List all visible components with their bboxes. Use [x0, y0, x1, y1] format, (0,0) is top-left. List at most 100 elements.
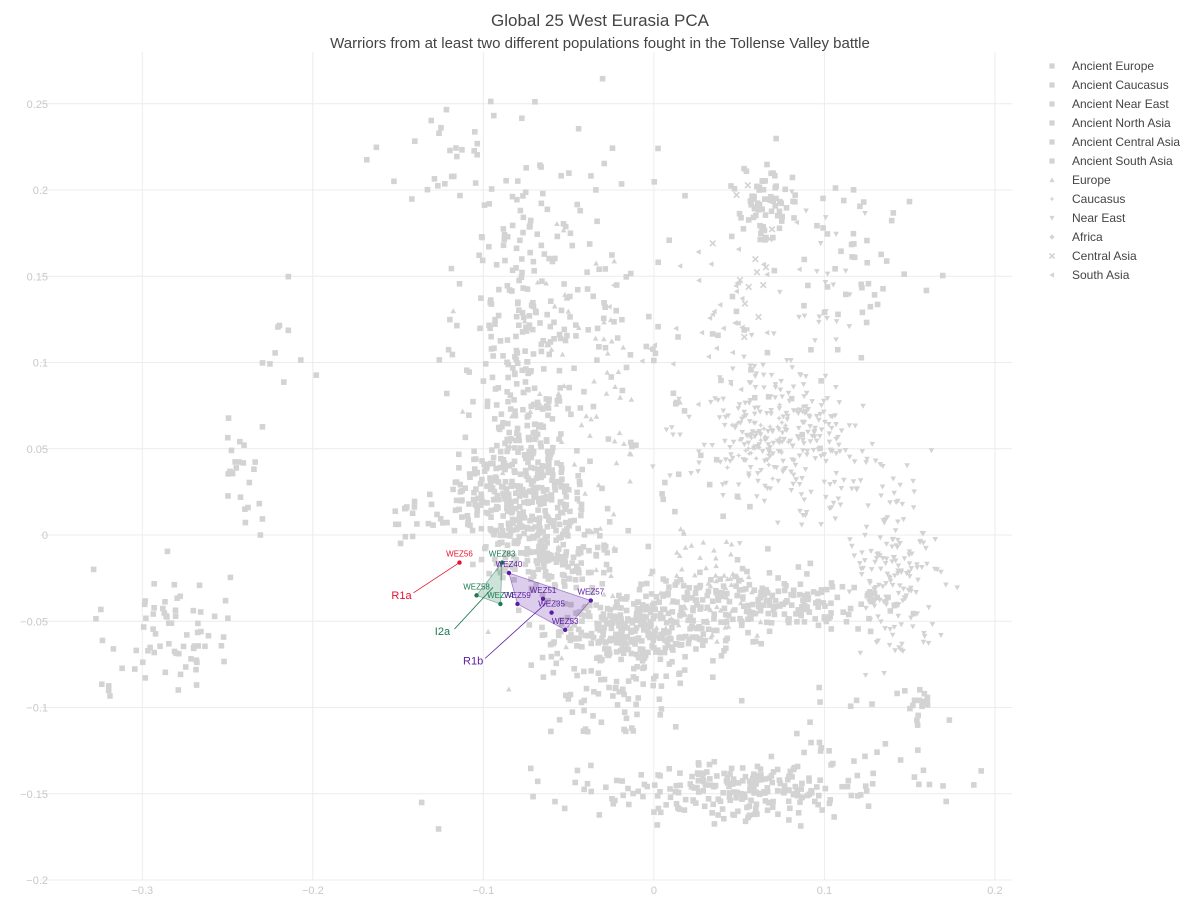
reference-point — [528, 444, 535, 451]
reference-point — [297, 357, 304, 363]
reference-point — [917, 539, 923, 545]
reference-point — [753, 431, 760, 438]
reference-point — [900, 586, 907, 592]
reference-point — [756, 790, 763, 797]
reference-point — [747, 465, 754, 471]
reference-point — [484, 404, 491, 410]
reference-point — [775, 448, 782, 454]
reference-point — [514, 425, 521, 432]
legend-item[interactable]: Ancient Central Asia — [1049, 135, 1180, 149]
legend-item[interactable]: Ancient Europe — [1049, 59, 1154, 73]
reference-point — [535, 459, 541, 466]
reference-point — [530, 450, 536, 457]
reference-point — [677, 577, 684, 583]
reference-point — [690, 607, 696, 614]
reference-point — [761, 498, 768, 504]
reference-point — [505, 398, 511, 405]
reference-point — [876, 597, 883, 603]
legend-item[interactable]: Africa — [1049, 230, 1103, 244]
reference-point — [558, 628, 564, 635]
legend-item[interactable]: Caucasus — [1049, 192, 1125, 206]
reference-point — [675, 471, 682, 478]
reference-point — [559, 465, 565, 472]
reference-point — [838, 428, 845, 434]
reference-point — [730, 616, 736, 623]
reference-point — [677, 526, 684, 532]
reference-point — [549, 472, 556, 478]
reference-point — [644, 606, 651, 613]
reference-point — [779, 419, 785, 426]
reference-point — [883, 258, 890, 264]
reference-point — [570, 554, 577, 561]
reference-point — [769, 804, 776, 811]
group-connector-r1a — [413, 562, 460, 594]
reference-point — [513, 498, 519, 504]
reference-point — [670, 361, 676, 367]
reference-point — [742, 586, 749, 592]
reference-point — [571, 622, 578, 628]
reference-point — [454, 322, 460, 329]
legend-item[interactable]: Near East — [1049, 211, 1126, 225]
legend-item[interactable]: South Asia — [1049, 268, 1130, 282]
reference-point — [651, 809, 657, 815]
reference-point — [528, 454, 535, 461]
reference-point — [603, 390, 610, 396]
reference-point — [817, 411, 824, 417]
reference-point — [920, 531, 927, 537]
reference-point — [848, 792, 855, 799]
reference-point — [242, 506, 248, 512]
reference-point — [790, 472, 797, 478]
legend-item[interactable]: Central Asia — [1048, 249, 1137, 263]
reference-point — [162, 669, 169, 676]
reference-point — [875, 551, 882, 557]
reference-point — [813, 413, 820, 419]
reference-point — [864, 259, 871, 266]
reference-point — [717, 302, 723, 308]
reference-point — [820, 600, 827, 606]
reference-point — [175, 687, 182, 693]
legend-item[interactable]: Ancient Caucasus — [1049, 78, 1169, 92]
reference-point — [877, 535, 884, 541]
reference-point — [757, 766, 764, 772]
reference-point — [411, 498, 418, 505]
reference-point — [837, 502, 844, 508]
legend-item[interactable]: Ancient South Asia — [1049, 154, 1173, 168]
reference-point — [847, 292, 853, 298]
reference-point — [768, 753, 775, 760]
reference-point — [650, 682, 657, 689]
reference-point — [635, 788, 642, 795]
legend-item[interactable]: Ancient North Asia — [1049, 116, 1171, 130]
reference-point — [823, 309, 829, 315]
reference-point — [595, 640, 602, 646]
reference-point — [505, 562, 512, 569]
y-tick-label: 0 — [42, 530, 48, 542]
legend-item[interactable]: Ancient Near East — [1049, 97, 1169, 111]
legend-item[interactable]: Europe — [1049, 173, 1111, 187]
reference-point — [540, 366, 547, 372]
reference-point — [742, 818, 749, 825]
reference-point — [527, 249, 533, 256]
reference-point — [870, 770, 877, 777]
sample-point-wez40 — [506, 570, 512, 576]
reference-point — [499, 423, 505, 430]
reference-point — [822, 494, 829, 500]
reference-point — [582, 632, 588, 639]
reference-point — [747, 398, 754, 404]
reference-point — [633, 701, 639, 708]
reference-point — [561, 805, 568, 812]
reference-point — [735, 246, 741, 253]
reference-point — [715, 812, 721, 818]
reference-point — [910, 610, 917, 617]
reference-point — [564, 332, 570, 339]
reference-point — [672, 508, 678, 515]
reference-point — [528, 368, 534, 374]
reference-point — [558, 172, 564, 179]
reference-point — [579, 466, 585, 473]
reference-point — [755, 207, 762, 213]
reference-point — [749, 194, 756, 201]
reference-point — [512, 412, 519, 419]
reference-point — [584, 780, 591, 787]
reference-point — [402, 533, 409, 540]
reference-point — [738, 386, 744, 393]
